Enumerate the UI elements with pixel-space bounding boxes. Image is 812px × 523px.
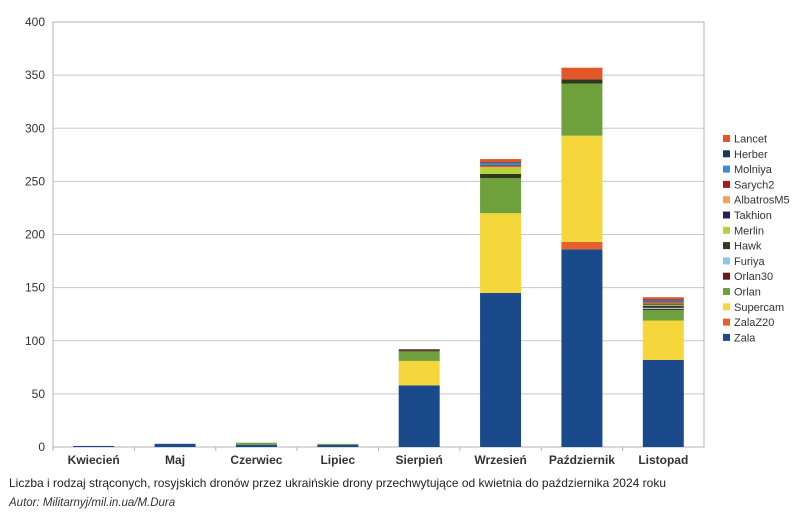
y-tick-label: 100 (25, 334, 45, 348)
bar-segment-lancet (642, 297, 684, 300)
bar-segment-takhion (642, 303, 684, 305)
bar-segment-orlan30 (642, 308, 684, 310)
bar-segment-supercam (398, 360, 440, 386)
bar-segment-zala (73, 445, 115, 447)
bar-segment-hawk (480, 173, 522, 179)
legend-label-furiya: Furiya (734, 256, 765, 268)
bar-segment-zala (235, 444, 277, 447)
bar-segment-lancet (480, 159, 522, 163)
bar-segment-orlan (398, 351, 440, 361)
legend-label-lancet: Lancet (734, 134, 767, 146)
bar-segment-orlan (561, 83, 603, 136)
bar-segment-herber (642, 299, 684, 301)
bar-segment-hawk (642, 305, 684, 308)
chart-author: Autor: Militarnyj/mil.in.ua/M.Dura (9, 497, 176, 509)
bar-segment-albatrosm5 (480, 166, 522, 168)
stacked-bar-chart: 0 50 100 150 200 250 300 350 400 Kwiecień Maj Czerw… (25, 15, 790, 467)
x-tick-label: Czerwiec (230, 453, 282, 467)
legend-swatch-merlin (723, 226, 730, 234)
y-tick-label: 400 (25, 15, 45, 29)
legend-label-merlin: Merlin (734, 225, 764, 237)
legend-swatch-orlan30 (723, 272, 730, 280)
legend-label-orlan30: Orlan30 (734, 271, 773, 283)
bar-segment-molniya (480, 163, 522, 166)
legend-swatch-herber (723, 150, 730, 158)
legend-swatch-furiya (723, 257, 730, 265)
bar-segment-zalaz20 (561, 241, 603, 250)
legend-swatch-molniya (723, 165, 730, 173)
legend-swatch-takhion (723, 211, 730, 219)
y-tick-label: 150 (25, 281, 45, 295)
bar-segment-hawk (561, 79, 603, 84)
legend-label-molniya: Molniya (734, 164, 773, 176)
x-tick-label: Listopad (638, 453, 688, 467)
bar-segment-supercam (561, 135, 603, 242)
y-tick-label: 200 (25, 228, 45, 242)
bar-segment-sarych2 (642, 301, 684, 303)
bar-segment-orlan (317, 443, 359, 445)
legend-label-hawk: Hawk (734, 241, 762, 253)
bar-segment-zala (154, 443, 196, 447)
legend-label-herber: Herber (734, 149, 768, 161)
bar-segment-merlin (480, 167, 522, 174)
bar-segment-orlan (642, 309, 684, 321)
legend-swatch-zala (723, 333, 730, 341)
bar-segment-zala (317, 444, 359, 447)
bar-segment-zala (480, 292, 522, 447)
legend-swatch-zalaz20 (723, 318, 730, 326)
x-tick-label: Lipiec (320, 453, 355, 467)
x-tick-label: Sierpień (396, 453, 443, 467)
legend-swatch-albatrosm5 (723, 196, 730, 204)
bar-segment-supercam (480, 213, 522, 293)
bar-segment-zala (561, 249, 603, 447)
legend-label-takhion: Takhion (734, 210, 772, 222)
bar-segment-albatrosm5 (642, 302, 684, 304)
y-tick-label: 350 (25, 68, 45, 82)
y-tick-label: 0 (38, 440, 45, 454)
legend-label-zala: Zala (734, 332, 756, 344)
legend-swatch-sarych2 (723, 180, 730, 188)
legend-swatch-orlan (723, 288, 730, 295)
bar-segment-hawk (398, 349, 440, 351)
bar-segment-sarych2 (480, 165, 522, 167)
bar-segment-furiya (642, 307, 684, 309)
y-tick-label: 300 (25, 121, 45, 135)
bar-segment-zala (642, 359, 684, 447)
chart-caption: Liczba i rodzaj strąconych, rosyjskich d… (9, 476, 666, 490)
x-tick-label: Kwiecień (68, 453, 120, 467)
bar-segment-orlan30 (398, 350, 440, 352)
legend-label-sarych2: Sarych2 (734, 179, 774, 191)
bar-segment-orlan (480, 178, 522, 214)
legend-swatch-supercam (723, 303, 730, 311)
bar-segment-supercam (642, 320, 684, 360)
x-tick-label: Wrzesień (474, 453, 526, 467)
chart-svg: 0 50 100 150 200 250 300 350 400 Kwiecień Maj Czerw… (25, 15, 790, 467)
bar-segment-merlin (642, 304, 684, 306)
bar-segment-orlan (235, 442, 277, 445)
legend-label-supercam: Supercam (734, 302, 784, 314)
y-tick-label: 50 (32, 387, 46, 401)
x-tick-label: Październik (549, 453, 615, 467)
legend-label-zalaz20: ZalaZ20 (734, 317, 774, 329)
legend-swatch-hawk (723, 242, 730, 250)
legend-label-albatrosm5: AlbatrosM5 (734, 195, 790, 207)
bar-segment-herber (480, 162, 522, 164)
y-tick-label: 250 (25, 174, 45, 188)
legend-label-orlan: Orlan (734, 287, 761, 299)
legend-swatch-lancet (723, 135, 730, 142)
bar-segment-molniya (642, 300, 684, 302)
bar-segment-zala (398, 385, 440, 447)
x-tick-label: Maj (165, 453, 185, 467)
bar-segment-lancet (561, 67, 603, 80)
